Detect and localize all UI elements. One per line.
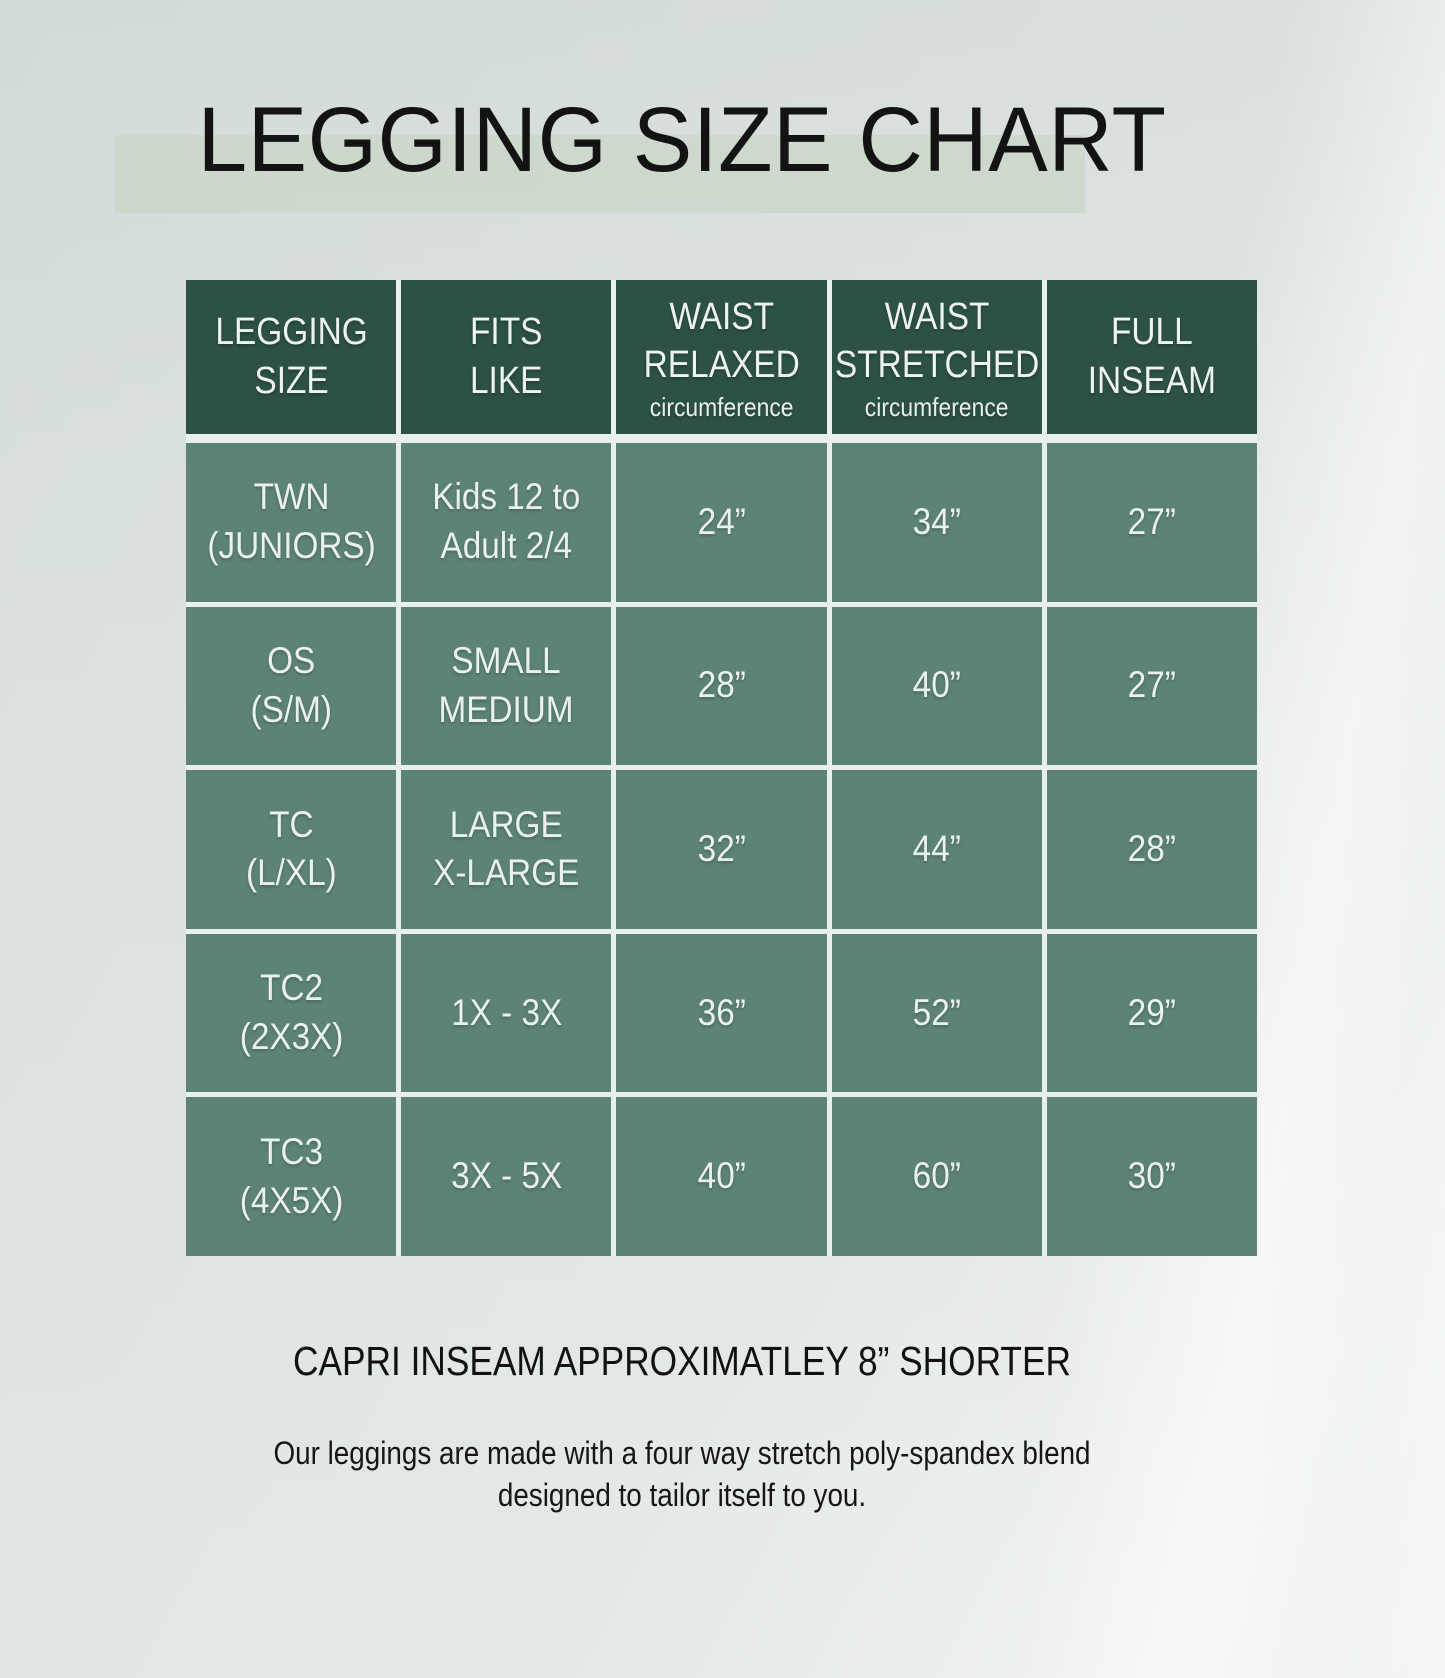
- capri-inseam-note: CAPRI INSEAM APPROXIMATLEY 8” SHORTER: [293, 1338, 1071, 1384]
- column-header-label: FULL INSEAM: [1087, 311, 1216, 402]
- table-cell: OS (S/M): [186, 606, 397, 766]
- table-cell-value: 30”: [1127, 1155, 1176, 1197]
- column-header-label: WAIST RELAXED: [643, 295, 800, 387]
- table-cell: 40”: [616, 1097, 827, 1256]
- table-cell-value: 27”: [1127, 500, 1176, 542]
- table-cell: TWN (JUNIORS): [186, 443, 397, 602]
- column-header-sublabel: circumference: [649, 391, 794, 422]
- table-cell-value: TC2 (2X3X): [239, 967, 343, 1058]
- table-cell: 32”: [616, 770, 827, 929]
- table-cell-value: 52”: [912, 991, 961, 1033]
- column-header-sublabel: circumference: [864, 391, 1009, 422]
- table-cell-value: TWN (JUNIORS): [206, 476, 376, 567]
- column-header-legging-size: LEGGING SIZE: [186, 280, 397, 438]
- table-cell: LARGE X-LARGE: [401, 770, 612, 929]
- table-cell-value: TC (L/XL): [245, 803, 337, 894]
- table-cell: 3X - 5X: [401, 1097, 612, 1256]
- column-header-full-inseam: FULL INSEAM: [1046, 280, 1257, 438]
- table-cell: 24”: [616, 443, 827, 602]
- table-cell-value: 60”: [912, 1155, 961, 1197]
- table-cell: 1X - 3X: [401, 933, 612, 1093]
- table-cell-value: LARGE X-LARGE: [433, 803, 580, 894]
- table-cell: 34”: [831, 443, 1042, 602]
- table-cell-value: 3X - 5X: [450, 1155, 562, 1197]
- table-cell-value: 32”: [697, 828, 746, 870]
- table-cell: 36”: [616, 933, 827, 1093]
- column-header-label: LEGGING SIZE: [214, 311, 368, 402]
- table-cell: Kids 12 to Adult 2/4: [401, 443, 612, 602]
- table-cell-value: 28”: [697, 664, 746, 706]
- table-cell: TC3 (4X5X): [186, 1097, 397, 1256]
- table-cell-value: 36”: [697, 991, 746, 1033]
- table-cell: 44”: [831, 770, 1042, 929]
- table-cell-value: SMALL MEDIUM: [438, 640, 574, 730]
- page-title: LEGGING SIZE CHART: [197, 89, 1167, 191]
- table-cell-value: 40”: [697, 1155, 746, 1197]
- table-cell-value: 28”: [1127, 828, 1176, 870]
- title-highlight-band: [115, 135, 1085, 213]
- table-cell: 28”: [1046, 770, 1257, 929]
- table-cell-value: 34”: [912, 500, 961, 542]
- table-cell-value: 44”: [912, 828, 961, 870]
- column-header-label: FITS LIKE: [470, 311, 543, 402]
- column-header-fits-like: FITS LIKE: [401, 280, 612, 438]
- size-chart-table: LEGGING SIZE FITS LIKE WAIST RELAXED cir…: [186, 280, 1257, 1256]
- column-header-waist-stretched: WAIST STRETCHED circumference: [831, 280, 1042, 438]
- table-cell-value: Kids 12 to Adult 2/4: [432, 476, 581, 567]
- table-cell: 52”: [831, 933, 1042, 1093]
- table-cell-value: 1X - 3X: [450, 991, 562, 1033]
- fabric-description: Our leggings are made with a four way st…: [273, 1435, 1091, 1514]
- table-cell-value: 27”: [1127, 664, 1176, 706]
- table-cell: 30”: [1046, 1097, 1257, 1256]
- table-cell: TC2 (2X3X): [186, 933, 397, 1093]
- table-cell-value: 24”: [697, 500, 746, 542]
- table-cell: TC (L/XL): [186, 770, 397, 929]
- table-cell-value: OS (S/M): [250, 640, 332, 730]
- table-cell: 60”: [831, 1097, 1042, 1256]
- table-cell: 29”: [1046, 933, 1257, 1093]
- table-cell: 40”: [831, 606, 1042, 766]
- column-header-waist-relaxed: WAIST RELAXED circumference: [616, 280, 827, 438]
- table-cell-value: TC3 (4X5X): [239, 1130, 343, 1221]
- column-header-label: WAIST STRETCHED: [834, 295, 1039, 387]
- table-cell: 28”: [616, 606, 827, 766]
- table-cell: SMALL MEDIUM: [401, 606, 612, 766]
- table-cell-value: 40”: [912, 664, 961, 706]
- table-cell-value: 29”: [1127, 991, 1176, 1033]
- table-cell: 27”: [1046, 606, 1257, 766]
- table-cell: 27”: [1046, 443, 1257, 602]
